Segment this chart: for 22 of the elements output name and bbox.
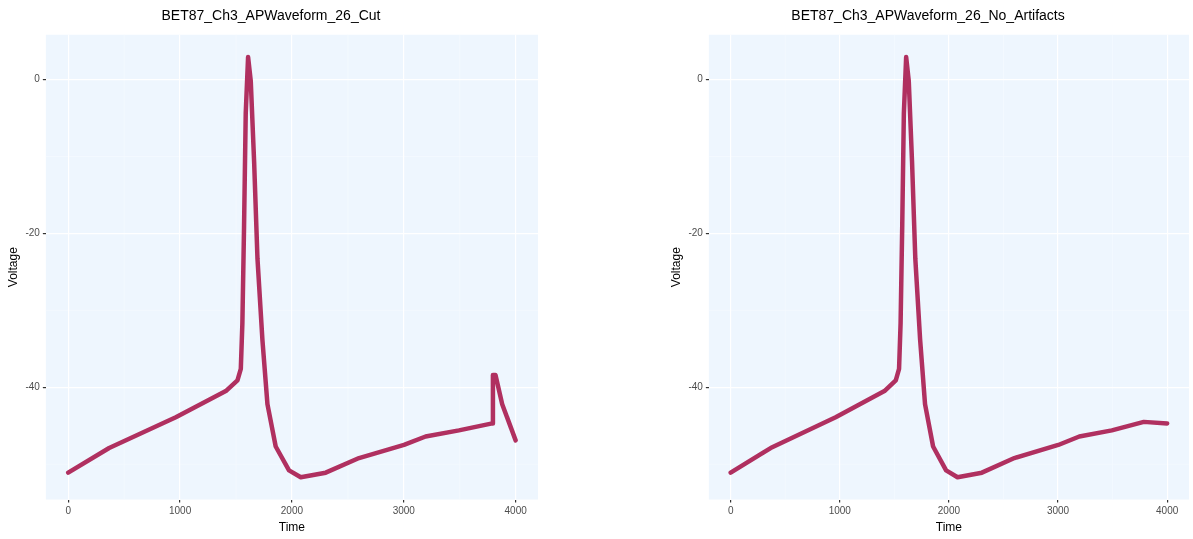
y-tick-label: -20 [25,227,41,239]
x-axis-title: Time [935,520,963,535]
x-tick-label: 3000 [1046,505,1070,517]
y-tick-label: 0 [697,73,704,85]
x-tick-label: 2000 [280,505,304,517]
y-axis-title: Voltage [5,246,20,288]
y-tick-label: -40 [688,381,704,392]
y-axis-title: Voltage [668,246,683,288]
x-tick-label: 1000 [828,505,852,517]
x-tick-label: 4000 [504,505,528,517]
x-tick-label: 1000 [168,505,192,517]
y-tick-label: 0 [34,73,41,85]
chart-title: BET87_Ch3_APWaveform_26_Cut [161,7,381,24]
x-tick-label: 2000 [937,505,961,517]
x-tick-label: 4000 [1156,505,1179,517]
x-tick-label: 3000 [392,505,416,517]
x-axis-title: Time [278,520,306,535]
y-tick-label: -40 [25,381,41,392]
x-tick-label: 0 [727,505,734,517]
x-tick-label: 0 [65,505,72,517]
y-tick-label: -20 [688,227,704,239]
chart-title: BET87_Ch3_APWaveform_26_No_Artifacts [791,7,1065,24]
